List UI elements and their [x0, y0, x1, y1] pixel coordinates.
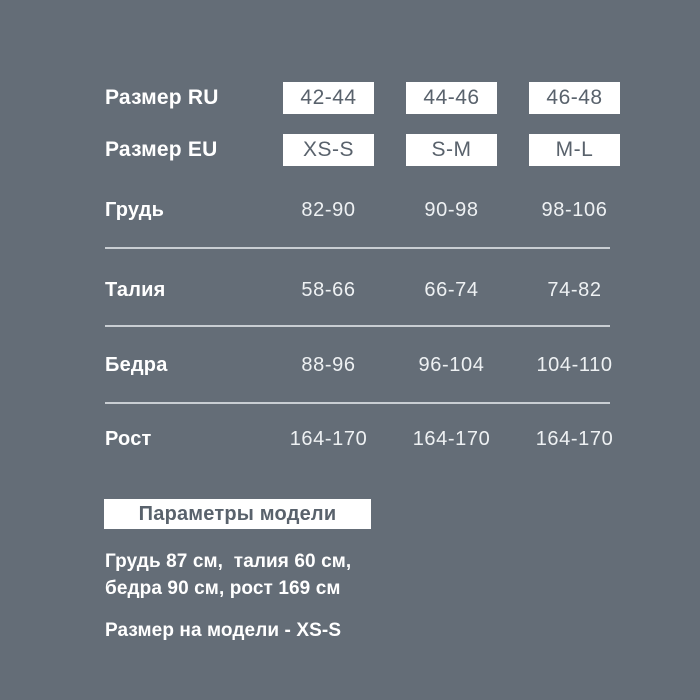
model-measurements-line-2: бедра 90 см, рост 169 см — [105, 578, 341, 599]
size-row-eu: Размер EU XS-S S-M M-L — [105, 133, 620, 167]
row-separator — [105, 402, 610, 404]
row-separator — [105, 325, 610, 327]
size-chip-eu-2: S-M — [406, 134, 497, 166]
size-chip-ru-1: 42-44 — [283, 82, 374, 114]
size-row-ru-cells: 42-44 44-46 46-48 — [267, 82, 636, 114]
size-chip-ru-2: 44-46 — [406, 82, 497, 114]
size-chip-eu-3: M-L — [529, 134, 620, 166]
size-cell: S-M — [390, 134, 513, 166]
size-cell: 42-44 — [267, 82, 390, 114]
measure-cell: 82-90 — [301, 198, 356, 221]
size-row-eu-cells: XS-S S-M M-L — [267, 134, 636, 166]
size-cell: 44-46 — [390, 82, 513, 114]
measure-row-hips: Бедра 88-96 96-104 104-110 — [105, 348, 612, 382]
model-parameters-badge: Параметры модели — [104, 499, 371, 529]
measure-cell: 58-66 — [301, 278, 356, 301]
measure-row-waist-cells: 58-66 66-74 74-82 — [267, 279, 636, 302]
model-measurements-line-1: Грудь 87 см, талия 60 см, — [105, 551, 352, 572]
measure-row-chest-label: Грудь — [105, 198, 165, 221]
measure-row-height: Рост 164-170 164-170 164-170 — [105, 422, 613, 456]
size-row-eu-label: Размер EU — [105, 138, 218, 161]
measure-row-hips-cells: 88-96 96-104 104-110 — [267, 354, 636, 377]
size-chip-ru-3: 46-48 — [529, 82, 620, 114]
measure-cell: 104-110 — [536, 353, 613, 376]
measure-row-waist: Талия 58-66 66-74 74-82 — [105, 273, 610, 307]
measure-row-chest-cells: 82-90 90-98 98-106 — [267, 199, 636, 222]
measure-row-height-cells: 164-170 164-170 164-170 — [267, 428, 636, 451]
size-cell: M-L — [513, 134, 636, 166]
row-separator — [105, 247, 610, 249]
measure-cell: 66-74 — [424, 278, 479, 301]
measure-cell: 164-170 — [535, 427, 614, 450]
measure-cell: 98-106 — [541, 198, 608, 221]
size-row-ru: Размер RU 42-44 44-46 46-48 — [105, 81, 620, 115]
measure-row-chest: Грудь 82-90 90-98 98-106 — [105, 193, 610, 227]
measure-cell: 88-96 — [301, 353, 356, 376]
measure-row-hips-label: Бедра — [105, 353, 168, 376]
size-cell: XS-S — [267, 134, 390, 166]
model-size-line: Размер на модели - XS-S — [105, 620, 342, 641]
size-chip-eu-1: XS-S — [283, 134, 374, 166]
measure-row-height-label: Рост — [105, 427, 152, 450]
measure-cell: 164-170 — [289, 427, 368, 450]
measure-cell: 96-104 — [418, 353, 485, 376]
measure-cell: 74-82 — [547, 278, 602, 301]
model-measurements: Грудь 87 см, талия 60 см, бедра 90 см, р… — [105, 548, 565, 602]
measure-cell: 90-98 — [424, 198, 479, 221]
size-row-ru-label: Размер RU — [105, 86, 219, 109]
size-cell: 46-48 — [513, 82, 636, 114]
measure-cell: 164-170 — [412, 427, 491, 450]
measure-row-waist-label: Талия — [105, 278, 166, 301]
